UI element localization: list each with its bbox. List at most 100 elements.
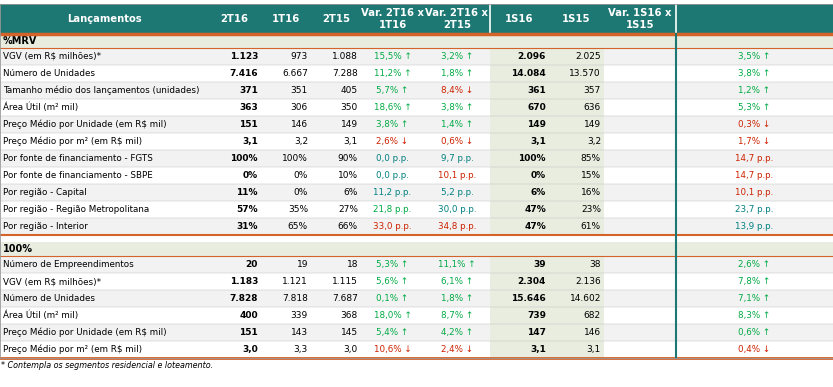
Bar bbox=[676, 99, 833, 116]
Bar bbox=[208, 341, 261, 358]
Text: 11,1% ↑: 11,1% ↑ bbox=[438, 260, 476, 269]
Text: 8,3% ↑: 8,3% ↑ bbox=[738, 311, 771, 320]
Bar bbox=[676, 290, 833, 307]
Text: 1S15: 1S15 bbox=[562, 14, 591, 24]
Text: 5,2 p.p.: 5,2 p.p. bbox=[441, 188, 473, 197]
Bar bbox=[311, 150, 361, 167]
Bar bbox=[676, 201, 833, 218]
Bar bbox=[424, 201, 490, 218]
Bar bbox=[490, 133, 549, 150]
Bar bbox=[424, 184, 490, 201]
Bar bbox=[0, 235, 833, 242]
Bar bbox=[424, 116, 490, 133]
Text: 14.602: 14.602 bbox=[570, 294, 601, 303]
Text: Var. 1S16 x
1S15: Var. 1S16 x 1S15 bbox=[608, 9, 671, 29]
Bar bbox=[549, 307, 604, 324]
Bar bbox=[261, 150, 311, 167]
Text: 19: 19 bbox=[297, 260, 308, 269]
Bar bbox=[261, 341, 311, 358]
Bar bbox=[549, 133, 604, 150]
Bar bbox=[311, 167, 361, 184]
Text: 18: 18 bbox=[347, 260, 358, 269]
Bar bbox=[676, 82, 833, 99]
Bar bbox=[604, 273, 676, 290]
Bar bbox=[208, 218, 261, 235]
Bar bbox=[311, 218, 361, 235]
Text: 57%: 57% bbox=[237, 205, 258, 214]
Text: 0,3% ↓: 0,3% ↓ bbox=[738, 120, 771, 129]
Bar bbox=[361, 184, 424, 201]
Text: 33,0 p.p.: 33,0 p.p. bbox=[373, 222, 412, 231]
Bar bbox=[604, 341, 676, 358]
Text: Por região - Interior: Por região - Interior bbox=[3, 222, 87, 231]
Text: 0,4% ↓: 0,4% ↓ bbox=[738, 345, 771, 354]
Bar bbox=[208, 273, 261, 290]
Bar bbox=[676, 273, 833, 290]
Text: Preço Médio por m² (em R$ mil): Preço Médio por m² (em R$ mil) bbox=[3, 137, 142, 146]
Text: 1.115: 1.115 bbox=[332, 277, 358, 286]
Text: 15%: 15% bbox=[581, 171, 601, 180]
Text: 0,0 p.p.: 0,0 p.p. bbox=[376, 171, 409, 180]
Bar bbox=[361, 133, 424, 150]
Bar bbox=[424, 324, 490, 341]
Bar bbox=[311, 48, 361, 65]
Bar bbox=[0, 167, 208, 184]
Bar bbox=[424, 290, 490, 307]
Text: 66%: 66% bbox=[338, 222, 358, 231]
Text: Var. 2T16 x
1T16: Var. 2T16 x 1T16 bbox=[361, 9, 424, 29]
Bar bbox=[604, 167, 676, 184]
Text: 100%: 100% bbox=[518, 154, 546, 163]
Bar bbox=[261, 256, 311, 273]
Text: 405: 405 bbox=[341, 86, 358, 95]
Text: 11,2 p.p.: 11,2 p.p. bbox=[373, 188, 412, 197]
Text: 14.084: 14.084 bbox=[511, 69, 546, 78]
Bar bbox=[424, 307, 490, 324]
Bar bbox=[361, 48, 424, 65]
Bar bbox=[604, 184, 676, 201]
Bar bbox=[604, 290, 676, 307]
Text: 10,1 p.p.: 10,1 p.p. bbox=[736, 188, 774, 197]
Text: 3,2: 3,2 bbox=[294, 137, 308, 146]
Bar bbox=[549, 341, 604, 358]
Bar bbox=[311, 290, 361, 307]
Text: Por fonte de financiamento - SBPE: Por fonte de financiamento - SBPE bbox=[3, 171, 152, 180]
Text: 35%: 35% bbox=[288, 205, 308, 214]
Bar bbox=[0, 82, 208, 99]
Bar bbox=[0, 65, 208, 82]
Text: 47%: 47% bbox=[524, 222, 546, 231]
Text: 2T16: 2T16 bbox=[221, 14, 248, 24]
Text: Preço Médio por Unidade (em R$ mil): Preço Médio por Unidade (em R$ mil) bbox=[3, 328, 167, 337]
Bar bbox=[549, 116, 604, 133]
Bar bbox=[0, 290, 208, 307]
Bar bbox=[0, 273, 208, 290]
Bar bbox=[311, 82, 361, 99]
Bar bbox=[208, 201, 261, 218]
Bar bbox=[361, 99, 424, 116]
Text: 357: 357 bbox=[584, 86, 601, 95]
Text: 3,0: 3,0 bbox=[242, 345, 258, 354]
Bar bbox=[549, 167, 604, 184]
Text: Var. 2T16 x
2T15: Var. 2T16 x 2T15 bbox=[426, 9, 488, 29]
Bar bbox=[311, 133, 361, 150]
Text: 47%: 47% bbox=[524, 205, 546, 214]
Text: 1,8% ↑: 1,8% ↑ bbox=[441, 294, 473, 303]
Bar bbox=[208, 48, 261, 65]
Text: 400: 400 bbox=[239, 311, 258, 320]
Bar bbox=[311, 116, 361, 133]
Bar bbox=[549, 273, 604, 290]
Bar bbox=[549, 290, 604, 307]
Text: 61%: 61% bbox=[581, 222, 601, 231]
Bar bbox=[424, 65, 490, 82]
Bar bbox=[311, 65, 361, 82]
Text: 7.828: 7.828 bbox=[230, 294, 258, 303]
Bar bbox=[604, 48, 676, 65]
Bar bbox=[361, 65, 424, 82]
Text: 100%: 100% bbox=[231, 154, 258, 163]
Text: 371: 371 bbox=[239, 86, 258, 95]
Bar bbox=[311, 201, 361, 218]
Text: 1.123: 1.123 bbox=[230, 52, 258, 61]
Bar bbox=[549, 201, 604, 218]
Bar bbox=[676, 116, 833, 133]
Bar bbox=[490, 99, 549, 116]
Bar bbox=[676, 324, 833, 341]
